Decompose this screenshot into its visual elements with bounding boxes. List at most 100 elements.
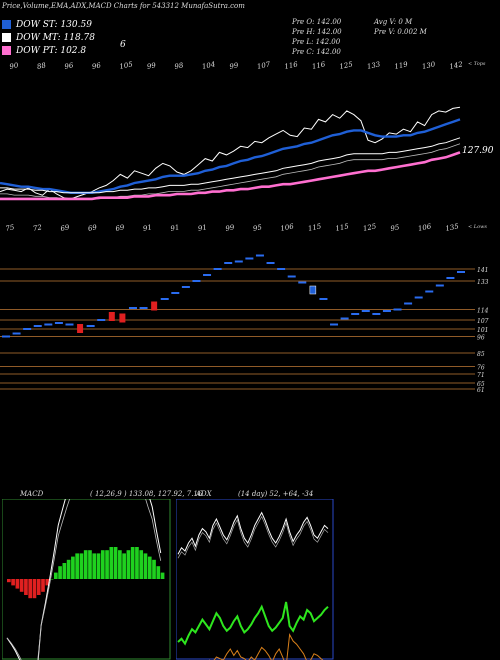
renko-brick-blue	[44, 323, 53, 326]
low-value-label: 91	[170, 223, 180, 233]
renko-brick-red	[77, 324, 84, 333]
macd-histogram-bar	[79, 553, 84, 579]
renko-brick-blue	[181, 286, 190, 288]
renko-brick-blue	[298, 281, 307, 284]
renko-brick-blue	[372, 313, 381, 315]
series-line-dow-st	[0, 118, 461, 195]
macd-histogram-bar	[92, 553, 97, 579]
low-value-label: 72	[32, 223, 43, 233]
macd-histogram-bar	[15, 579, 20, 589]
top-value-label: 133	[366, 60, 381, 71]
low-value-label: 106	[417, 222, 432, 233]
low-value-label: 69	[60, 223, 71, 233]
top-value-label: 125	[339, 60, 354, 71]
macd-histogram-bar	[122, 553, 126, 579]
macd-histogram-bar	[139, 550, 144, 579]
volume-info-label: Pre V: 0.002 M	[374, 28, 427, 36]
low-value-label: 99	[225, 223, 236, 233]
top-value-label: 104	[201, 60, 216, 71]
level-label: 65	[477, 381, 485, 388]
macd-histogram-bar	[11, 579, 15, 586]
renko-brick-blue	[224, 262, 233, 264]
legend-label: DOW ST: 130.59	[16, 19, 92, 30]
price-ema-chart: 90 88 96 96 105 99 98 104 99 107 116 116 125 133 119 13…	[0, 60, 494, 233]
renko-brick-blue	[393, 308, 402, 311]
renko-brick-blue	[435, 284, 444, 287]
renko-brick-blue	[203, 274, 212, 276]
legend-extra-value: 6	[120, 40, 126, 50]
macd-histogram-bar	[71, 556, 75, 579]
low-value-label: 91	[142, 223, 152, 233]
macd-histogram-bar	[41, 579, 45, 592]
macd-histogram-bar	[113, 547, 118, 579]
macd-histogram-bar	[152, 559, 156, 579]
renko-brick-blue	[86, 325, 95, 327]
top-value-label: 116	[284, 60, 299, 71]
macd-histogram-bar	[75, 553, 79, 579]
renko-brick-blue	[245, 257, 254, 260]
macd-histogram-bar	[147, 556, 152, 579]
low-value-label: 69	[115, 223, 126, 233]
top-value-label: 105	[119, 60, 134, 71]
top-value-label: 142	[449, 60, 464, 71]
renko-brick-blue	[425, 290, 434, 293]
low-value-label: 115	[307, 222, 322, 233]
low-value-label: 115	[335, 222, 350, 233]
level-label: 71	[477, 372, 485, 379]
macd-params: ( 12,26,9 ) 133.08, 127.92, 7.16	[90, 490, 203, 498]
renko-brick-blue	[340, 317, 349, 320]
adx-shadow-line	[177, 515, 329, 559]
macd-histogram-bar	[24, 579, 28, 595]
macd-histogram-bar	[83, 550, 88, 579]
low-value-label: 135	[445, 222, 460, 233]
macd-chart	[2, 499, 171, 660]
top-value-label: 96	[91, 61, 102, 71]
macd-histogram-bar	[109, 547, 114, 579]
legend-swatch	[2, 33, 11, 42]
renko-brick-blue	[255, 254, 264, 257]
tops-axis-label: < Tops	[468, 61, 486, 67]
legend-item: DOW ST: 130.59	[2, 18, 92, 31]
chart-title: Price,Volume,EMA,ADX,MACD Charts for 543…	[2, 2, 245, 10]
price-info-label: Pre C: 142.00	[292, 48, 341, 56]
price-info-label: Pre L: 142.00	[292, 38, 341, 46]
level-label: 76	[477, 365, 485, 372]
renko-brick-blue	[266, 262, 275, 264]
macd-histogram-bar	[100, 550, 105, 579]
renko-brick-blue	[414, 296, 423, 299]
top-value-label: 96	[64, 61, 75, 71]
renko-brick-blue	[457, 271, 465, 273]
renko-brick-blue	[309, 285, 317, 295]
macd-histogram-bar	[160, 572, 165, 579]
macd-histogram-bar	[105, 550, 109, 579]
level-label: 141	[477, 267, 488, 274]
top-value-label: 88	[36, 61, 47, 71]
renko-brick-blue	[382, 310, 391, 312]
macd-histogram-bar	[28, 579, 33, 599]
renko-brick-blue	[192, 280, 201, 282]
renko-brick-blue	[97, 319, 106, 321]
volume-info-label: Avg V: 0 M	[374, 18, 413, 26]
legend-item: DOW PT: 102.8	[2, 44, 86, 57]
legend-item: DOW MT: 118.78	[2, 31, 95, 44]
level-label: 101	[477, 327, 488, 334]
minus-di-line	[178, 632, 324, 660]
adx-title: ADX	[196, 490, 212, 498]
renko-brick-blue	[330, 323, 339, 326]
renko-brick-blue	[139, 307, 148, 309]
macd-histogram-bar	[45, 579, 50, 586]
renko-brick-blue	[33, 325, 42, 327]
renko-brick-blue	[65, 323, 74, 326]
renko-brick-blue	[287, 275, 296, 278]
low-value-label: 125	[362, 222, 377, 233]
renko-brick-blue	[277, 268, 286, 270]
low-value-label: 95	[252, 223, 263, 233]
renko-brick-blue	[446, 277, 455, 279]
macd-histogram-bar	[130, 547, 135, 579]
legend-label: DOW PT: 102.8	[16, 45, 87, 56]
macd-histogram-bar	[143, 553, 148, 579]
macd-histogram-bar	[53, 572, 58, 579]
legend-swatch	[2, 46, 11, 55]
renko-brick-blue	[213, 268, 222, 270]
top-value-label: 98	[174, 61, 185, 71]
